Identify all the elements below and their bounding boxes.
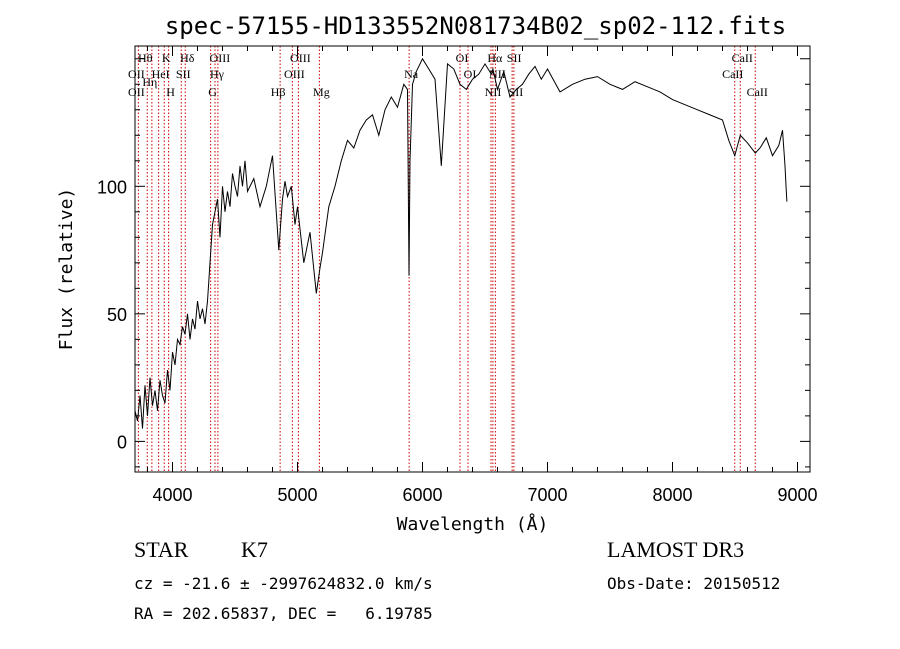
y-tick-label: 0 (117, 432, 127, 452)
line-annotation: NII (489, 67, 506, 81)
line-annotation: SII (507, 51, 522, 65)
x-tick-label: 7000 (527, 485, 567, 505)
object-class: STAR (134, 537, 189, 562)
line-annotation: OIII (284, 67, 305, 81)
line-annotation: Hη (142, 75, 157, 89)
line-annotation: Hβ (271, 85, 286, 99)
line-annotation: K (162, 51, 171, 65)
y-tick-label: 50 (107, 305, 127, 325)
line-annotation: OII (128, 85, 145, 99)
line-annotation: SII (509, 85, 524, 99)
y-tick-label: 100 (97, 177, 127, 197)
x-tick-label: 9000 (777, 485, 817, 505)
line-annotation: CaII (722, 67, 743, 81)
cz-readout: cz = -21.6 ± -2997624832.0 km/s (134, 574, 433, 593)
obs-date: Obs-Date: 20150512 (607, 574, 781, 593)
survey-name: LAMOST DR3 (607, 537, 745, 562)
plot-frame (134, 45, 811, 473)
line-annotation: Hγ (210, 67, 225, 81)
x-tick-label: 4000 (152, 485, 192, 505)
chart-title: spec-57155-HD133552N081734B02_sp02-112.f… (165, 12, 786, 40)
object-subclass: K7 (241, 537, 268, 562)
line-annotation: Mg (313, 85, 330, 99)
line-annotation: OII (128, 67, 145, 81)
x-tick-label: 6000 (402, 485, 442, 505)
line-annotation: SII (176, 67, 191, 81)
line-annotation: H (166, 85, 175, 99)
coordinates: RA = 202.65837, DEC = 6.19785 (134, 604, 433, 623)
line-annotation: Hθ (138, 51, 153, 65)
line-annotation: HeI (152, 67, 170, 81)
x-tick-label: 5000 (277, 485, 317, 505)
line-annotation: OIII (210, 51, 231, 65)
line-annotation: Na (404, 67, 419, 81)
spectrum-series (134, 57, 788, 429)
line-annotation: G (208, 85, 217, 99)
line-annotation: OIII (290, 51, 311, 65)
y-axis-label: Flux (relative) (56, 188, 77, 351)
line-annotation: Hα (487, 51, 503, 65)
line-annotation: OI (464, 67, 477, 81)
x-tick-label: 8000 (652, 485, 692, 505)
line-annotation: CaII (732, 51, 753, 65)
line-annotation: OI (456, 51, 469, 65)
line-annotation: NII (485, 85, 502, 99)
line-annotation: CaII (747, 85, 768, 99)
x-axis-label: Wavelength (Å) (397, 513, 549, 535)
line-annotation: Hδ (180, 51, 195, 65)
